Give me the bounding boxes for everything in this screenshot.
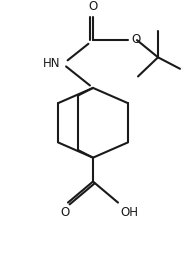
Text: O: O bbox=[60, 206, 70, 219]
Text: O: O bbox=[131, 33, 140, 46]
Text: HN: HN bbox=[42, 57, 60, 70]
Text: O: O bbox=[88, 0, 98, 13]
Text: OH: OH bbox=[120, 206, 138, 219]
